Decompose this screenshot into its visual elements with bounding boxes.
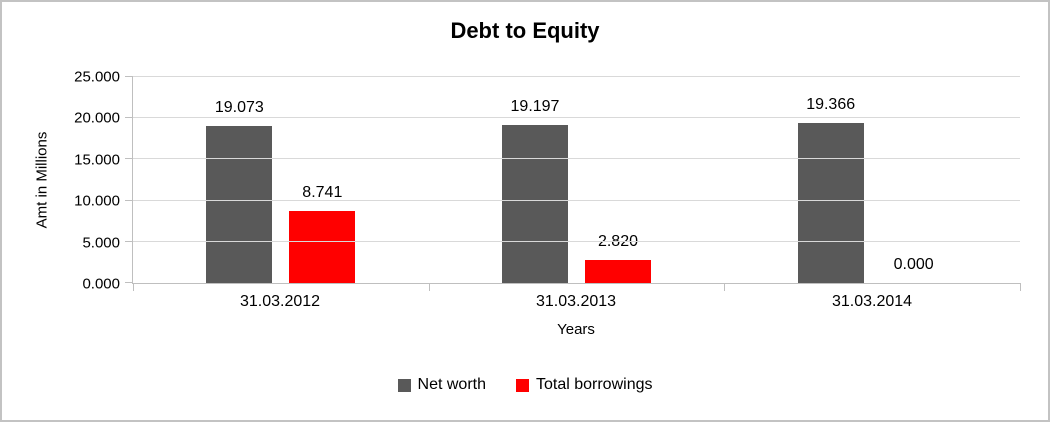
legend-swatch-total-borrowings	[515, 378, 529, 392]
bar-total-borrowings: 8.741	[289, 184, 356, 283]
x-category-label: 31.03.2013	[535, 293, 617, 310]
x-axis-tick-mark	[1020, 283, 1021, 291]
gridline	[133, 76, 1020, 77]
chart-title: Debt to Equity	[450, 18, 600, 43]
y-tick-label: 0.000	[82, 275, 120, 293]
bar-net-worth: 19.073	[206, 99, 273, 283]
bar-value-label: 19.366	[806, 96, 856, 114]
y-tick-label: 5.000	[82, 234, 120, 252]
y-tick-label: 20.000	[74, 109, 120, 127]
legend-label: Total borrowings	[535, 376, 653, 393]
y-axis-tick-mark	[125, 117, 133, 119]
bar-groups: 19.073 8.741 19.197 2.820 19.366 0.000	[133, 77, 1020, 283]
y-axis-tick-mark	[125, 158, 133, 160]
bar-net-worth: 19.197	[501, 98, 568, 283]
bar-value-label: 19.197	[510, 97, 560, 115]
gridline	[133, 240, 1020, 242]
legend-item-total-borrowings: Total borrowings	[515, 376, 653, 394]
y-axis-tick-mark	[125, 76, 133, 77]
bar-group-31-03-2013: 19.197 2.820	[429, 77, 725, 283]
x-axis-category-labels: 31.03.2012 31.03.2013 31.03.2014	[132, 293, 1020, 311]
bar-value-label: 0.000	[893, 256, 934, 273]
x-axis-tick-mark	[428, 283, 430, 291]
bar-group-31-03-2014: 19.366 0.000	[724, 77, 1020, 283]
x-axis-title: Years	[557, 321, 595, 338]
legend: Net worth Total borrowings	[2, 376, 1048, 394]
y-axis-tick-mark	[125, 282, 133, 283]
y-axis-tick-labels: 0.000 5.000 10.000 15.000 20.000 25.000	[2, 69, 120, 293]
gridline	[133, 117, 1020, 119]
plot-area: 19.073 8.741 19.197 2.820 19.366 0.000	[125, 76, 1021, 291]
y-tick-label: 15.000	[74, 151, 120, 169]
bar-total-borrowings: 2.820	[584, 233, 651, 283]
y-axis-tick-mark	[125, 240, 133, 242]
legend-swatch-net-worth	[397, 378, 411, 392]
y-tick-label: 25.000	[74, 68, 120, 86]
x-category-label: 31.03.2012	[239, 293, 321, 310]
gridline	[133, 158, 1020, 160]
bar-net-worth: 19.366	[797, 96, 864, 283]
legend-label: Net worth	[417, 376, 486, 393]
bar-group-31-03-2012: 19.073 8.741	[133, 77, 429, 283]
y-tick-label: 10.000	[74, 192, 120, 210]
x-category-label: 31.03.2014	[831, 293, 913, 310]
x-axis-tick-mark	[133, 283, 134, 291]
gridline	[133, 199, 1020, 201]
bar-value-label: 8.741	[302, 183, 343, 201]
y-axis-tick-mark	[125, 199, 133, 201]
legend-item-net-worth: Net worth	[397, 376, 486, 394]
x-axis-tick-mark	[724, 283, 726, 291]
bar-value-label: 19.073	[214, 98, 264, 116]
